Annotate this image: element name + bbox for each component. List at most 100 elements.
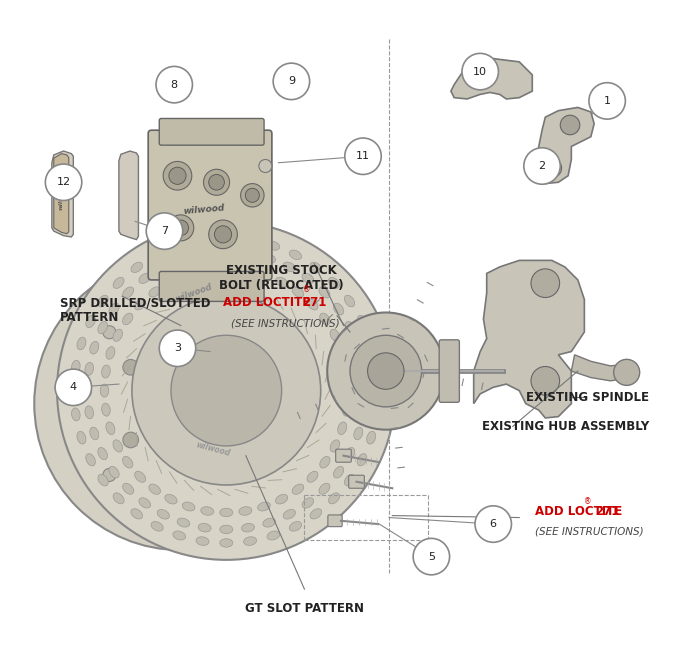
Circle shape	[614, 359, 640, 385]
Ellipse shape	[151, 250, 163, 260]
Ellipse shape	[342, 403, 351, 416]
Circle shape	[368, 353, 404, 389]
Ellipse shape	[90, 427, 99, 440]
Ellipse shape	[134, 299, 146, 310]
Ellipse shape	[354, 341, 363, 354]
Ellipse shape	[113, 277, 124, 288]
Ellipse shape	[177, 518, 190, 527]
Ellipse shape	[196, 537, 209, 546]
Ellipse shape	[196, 236, 209, 244]
Ellipse shape	[182, 502, 195, 511]
Ellipse shape	[220, 234, 233, 243]
Ellipse shape	[239, 506, 252, 516]
Circle shape	[462, 53, 498, 90]
Ellipse shape	[86, 315, 95, 327]
Text: 4: 4	[70, 382, 77, 393]
FancyBboxPatch shape	[25, 0, 676, 651]
Ellipse shape	[354, 427, 363, 440]
Ellipse shape	[220, 525, 233, 534]
Ellipse shape	[241, 249, 255, 258]
Circle shape	[192, 454, 208, 470]
Circle shape	[542, 158, 561, 178]
Circle shape	[214, 226, 232, 243]
Ellipse shape	[122, 456, 133, 468]
Ellipse shape	[374, 384, 383, 397]
Circle shape	[55, 369, 92, 406]
FancyBboxPatch shape	[160, 118, 264, 145]
Ellipse shape	[330, 440, 340, 452]
Circle shape	[209, 220, 237, 249]
Ellipse shape	[86, 454, 95, 466]
Text: 10: 10	[473, 66, 487, 77]
Text: EXISTING SPINDLE: EXISTING SPINDLE	[526, 391, 650, 404]
Ellipse shape	[113, 440, 122, 452]
Ellipse shape	[201, 506, 214, 516]
Text: 8: 8	[171, 79, 178, 90]
Ellipse shape	[198, 523, 211, 532]
Text: (SEE INSTRUCTIONS): (SEE INSTRUCTIONS)	[535, 527, 643, 537]
Ellipse shape	[302, 498, 314, 508]
Circle shape	[169, 167, 186, 184]
Ellipse shape	[319, 287, 330, 298]
Ellipse shape	[220, 247, 233, 256]
Ellipse shape	[333, 303, 344, 315]
Ellipse shape	[302, 273, 314, 283]
Ellipse shape	[310, 262, 322, 273]
Ellipse shape	[367, 337, 376, 350]
Circle shape	[160, 330, 196, 367]
Ellipse shape	[284, 262, 295, 271]
Polygon shape	[52, 151, 74, 237]
Text: 3: 3	[174, 343, 181, 353]
Circle shape	[345, 138, 382, 174]
Circle shape	[46, 164, 82, 201]
Circle shape	[169, 83, 182, 96]
Circle shape	[531, 367, 559, 395]
Ellipse shape	[201, 266, 214, 275]
Ellipse shape	[328, 493, 339, 504]
Ellipse shape	[71, 408, 80, 421]
Ellipse shape	[220, 539, 233, 547]
FancyBboxPatch shape	[148, 130, 272, 280]
Ellipse shape	[367, 432, 376, 444]
Text: 1: 1	[603, 96, 610, 106]
Ellipse shape	[276, 277, 288, 287]
Polygon shape	[536, 107, 594, 184]
Ellipse shape	[344, 475, 355, 486]
Ellipse shape	[109, 303, 119, 315]
Ellipse shape	[372, 360, 381, 373]
Ellipse shape	[337, 422, 346, 435]
Text: EXISTING STOCK
BOLT (RELOCATED): EXISTING STOCK BOLT (RELOCATED)	[219, 264, 344, 292]
Text: ADD LOCTITE: ADD LOCTITE	[535, 505, 622, 518]
Text: SRP DRILLED/SLOTTED
PATTERN: SRP DRILLED/SLOTTED PATTERN	[60, 296, 211, 324]
Text: wilwood: wilwood	[174, 282, 214, 304]
Polygon shape	[119, 151, 139, 240]
Ellipse shape	[85, 363, 94, 376]
Text: wilwood: wilwood	[182, 203, 225, 216]
Ellipse shape	[258, 270, 270, 279]
Circle shape	[173, 220, 188, 236]
Circle shape	[531, 269, 559, 298]
Ellipse shape	[307, 299, 318, 310]
Ellipse shape	[83, 384, 92, 397]
Ellipse shape	[102, 365, 110, 378]
Circle shape	[57, 221, 395, 560]
Ellipse shape	[361, 384, 370, 397]
Ellipse shape	[122, 313, 133, 325]
Ellipse shape	[244, 236, 257, 244]
Circle shape	[350, 335, 421, 407]
Ellipse shape	[263, 518, 276, 527]
Ellipse shape	[244, 537, 257, 546]
FancyBboxPatch shape	[160, 271, 264, 301]
Circle shape	[589, 83, 625, 119]
Text: 12: 12	[57, 177, 71, 187]
Circle shape	[123, 359, 139, 375]
Ellipse shape	[320, 456, 330, 468]
Ellipse shape	[131, 508, 143, 519]
Ellipse shape	[344, 296, 355, 307]
Circle shape	[273, 63, 309, 100]
Circle shape	[164, 78, 187, 102]
Ellipse shape	[337, 346, 346, 359]
Ellipse shape	[139, 273, 150, 283]
FancyBboxPatch shape	[349, 475, 364, 488]
Circle shape	[103, 326, 116, 339]
